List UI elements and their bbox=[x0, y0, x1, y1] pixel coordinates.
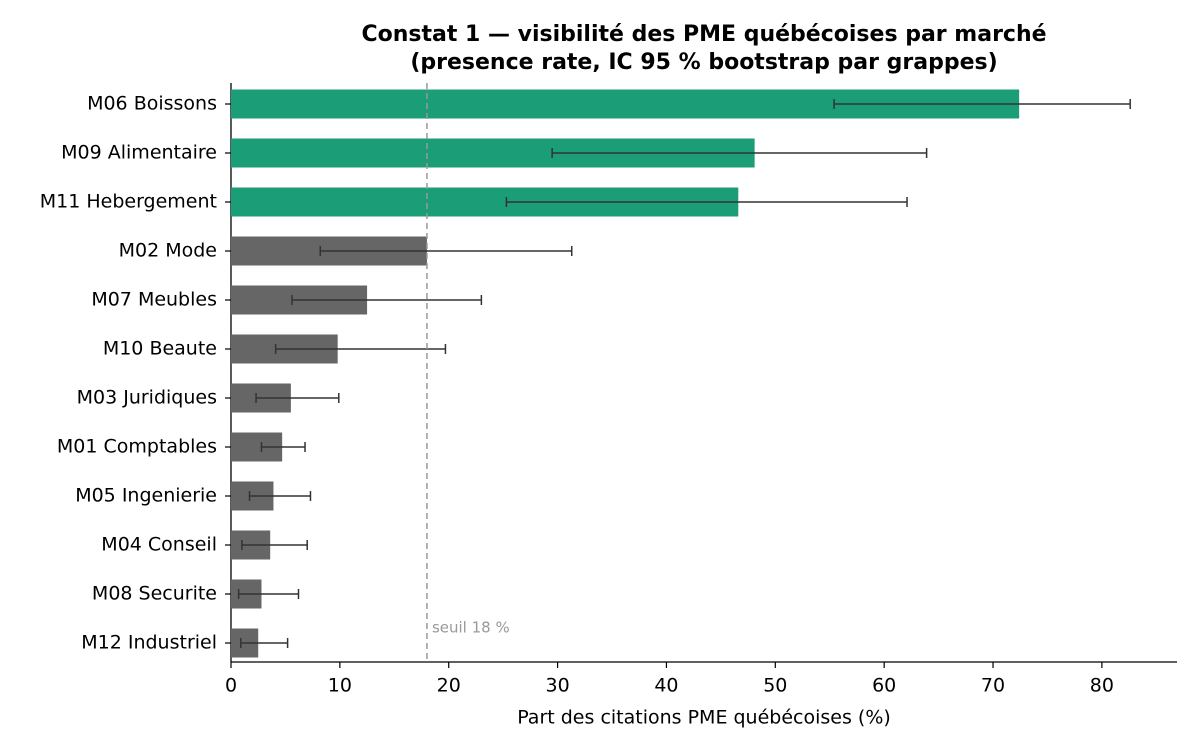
x-tick-label: 80 bbox=[1090, 675, 1114, 697]
y-tick-label: M01 Comptables bbox=[57, 436, 217, 458]
x-tick-label: 0 bbox=[225, 675, 237, 697]
threshold-label: seuil 18 % bbox=[432, 619, 510, 637]
x-tick-label: 60 bbox=[872, 675, 896, 697]
chart-title: Constat 1 — visibilité des PME québécois… bbox=[361, 22, 1046, 47]
y-tick-label: M07 Meubles bbox=[91, 289, 217, 311]
y-tick-label: M12 Industriel bbox=[81, 632, 217, 654]
x-tick-label: 40 bbox=[654, 675, 678, 697]
y-tick-label: M02 Mode bbox=[119, 240, 217, 262]
y-tick-label: M04 Conseil bbox=[101, 534, 217, 556]
y-tick-label: M11 Hebergement bbox=[40, 191, 217, 213]
x-tick-label: 70 bbox=[981, 675, 1005, 697]
y-tick-label: M06 Boissons bbox=[87, 93, 217, 115]
y-tick-label: M03 Juridiques bbox=[77, 387, 217, 409]
y-tick-label: M10 Beaute bbox=[103, 338, 217, 360]
y-tick-label: M09 Alimentaire bbox=[61, 142, 217, 164]
y-tick-label: M05 Ingenierie bbox=[75, 485, 217, 507]
x-tick-label: 30 bbox=[545, 675, 569, 697]
x-tick-label: 50 bbox=[763, 675, 787, 697]
x-tick-label: 20 bbox=[437, 675, 461, 697]
x-tick-label: 10 bbox=[328, 675, 352, 697]
x-axis-label: Part des citations PME québécoises (%) bbox=[517, 707, 891, 729]
y-tick-label: M08 Securite bbox=[92, 583, 217, 605]
chart-subtitle: (presence rate, IC 95 % bootstrap par gr… bbox=[410, 50, 997, 75]
